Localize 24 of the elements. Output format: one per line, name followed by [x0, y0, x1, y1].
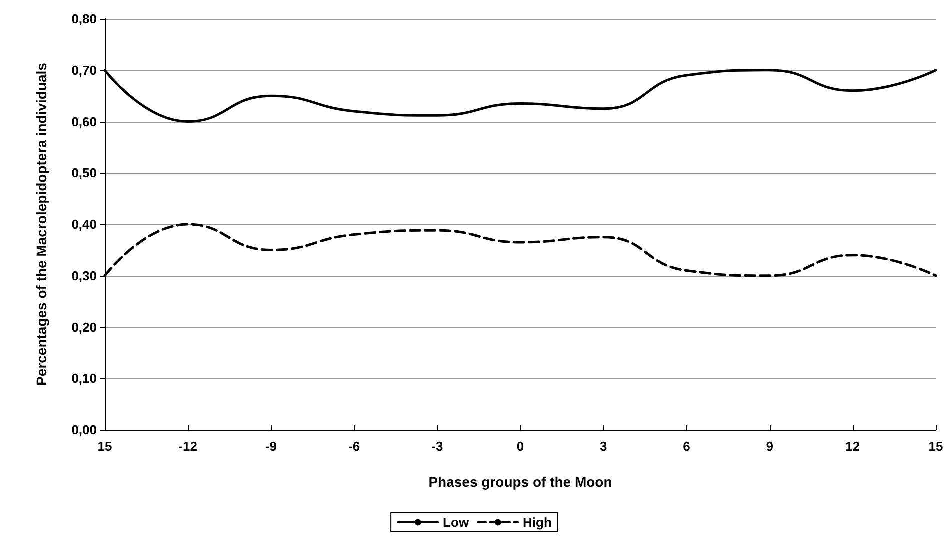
x-tick-label: 12: [846, 439, 860, 454]
y-tick-label: 0,00: [72, 422, 97, 438]
y-tick-label: 0,30: [72, 268, 97, 284]
x-tick-label: -3: [432, 439, 444, 454]
y-tick-label: 0,10: [72, 371, 97, 386]
y-tick-label: 0,80: [72, 12, 97, 26]
x-tick-label: -9: [265, 439, 277, 454]
x-tick-label: 15: [98, 439, 112, 454]
x-tick-label: 3: [600, 439, 608, 454]
x-tick-label: -6: [348, 439, 360, 454]
x-axis-title: Phases groups of the Moon: [428, 474, 612, 490]
x-tick-label: 6: [683, 439, 690, 454]
legend-label: High: [523, 515, 552, 530]
y-axis-title: Percentages of the Macrolepidoptera individuals: [34, 62, 50, 386]
x-tick-label: -12: [178, 439, 198, 454]
x-tick-label: 9: [766, 439, 774, 454]
y-tick-label: 0,20: [72, 320, 97, 335]
x-tick-label: 15: [928, 439, 944, 454]
y-tick-label: 0,50: [72, 166, 97, 181]
y-tick-label: 0,40: [72, 217, 97, 232]
y-tick-label: 0,60: [72, 114, 97, 130]
x-tick-label: 0: [516, 439, 524, 454]
y-tick-label: 0,70: [72, 62, 97, 78]
legend-label: Low: [443, 515, 470, 530]
